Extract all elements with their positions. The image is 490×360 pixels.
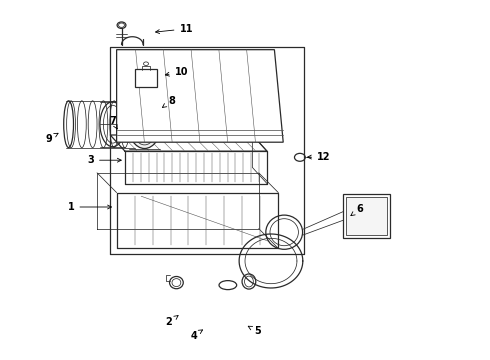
Polygon shape — [117, 50, 283, 142]
Text: 8: 8 — [163, 96, 175, 107]
FancyBboxPatch shape — [135, 69, 157, 87]
Text: 6: 6 — [351, 204, 364, 216]
FancyBboxPatch shape — [343, 194, 390, 238]
Ellipse shape — [127, 96, 162, 149]
Text: 10: 10 — [165, 67, 188, 77]
Text: 11: 11 — [156, 24, 193, 34]
Text: 4: 4 — [190, 330, 202, 341]
Text: 3: 3 — [87, 155, 121, 165]
Text: 2: 2 — [166, 316, 178, 327]
Text: 12: 12 — [308, 152, 330, 162]
Text: 9: 9 — [46, 133, 58, 144]
Text: 7: 7 — [109, 116, 117, 129]
Text: 5: 5 — [248, 326, 261, 336]
Text: 1: 1 — [68, 202, 111, 212]
FancyBboxPatch shape — [346, 197, 387, 235]
